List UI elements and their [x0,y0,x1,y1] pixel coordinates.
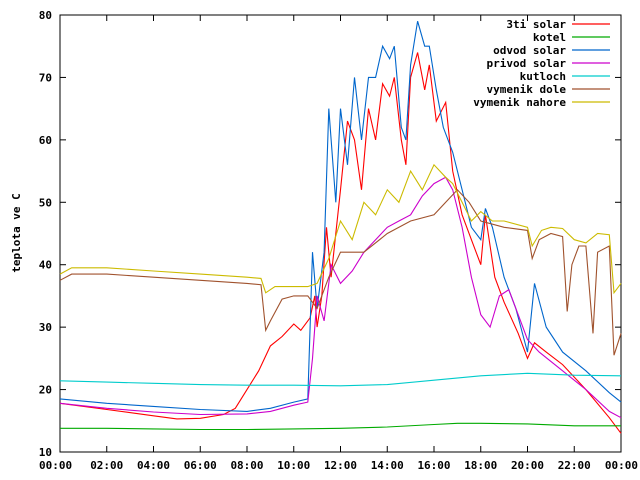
y-tick-label: 80 [39,9,52,22]
x-tick-label: 06:00 [184,459,217,472]
x-tick-label: 20:00 [511,459,544,472]
y-tick-label: 30 [39,321,52,334]
x-tick-label: 10:00 [277,459,310,472]
legend-label-3ti-solar: 3ti solar [506,18,566,31]
series-line-kotel [60,422,621,431]
y-tick-label: 60 [39,134,52,147]
x-tick-label: 04:00 [137,459,170,472]
legend-label-kotel: kotel [533,31,566,44]
series-line-vymenik-nahore [59,163,622,295]
y-tick-label: 20 [39,384,52,397]
legend-label-kutloch: kutloch [520,70,566,83]
legend-label-privod-solar: privod solar [487,57,567,70]
series-line-vymenik-dole [59,188,622,356]
x-tick-label: 12:00 [324,459,357,472]
y-tick-label: 10 [39,446,52,459]
series-line-kutloch [59,372,622,387]
x-tick-label: 22:00 [558,459,591,472]
legend-label-vymenik-nahore: vymenik nahore [473,96,566,109]
legend-label-odvod-solar: odvod solar [493,44,566,57]
y-ticks: 10 20 30 40 50 60 70 80 [39,9,621,459]
x-tick-label: 00:00 [39,459,72,472]
x-ticks: 00:00 02:00 04:00 06:00 08:00 10:00 12:00 14:00… [39,15,638,472]
x-tick-label: 16:00 [417,459,450,472]
y-axis-title: teplota ve C [10,193,23,272]
y-tick-label: 40 [39,259,52,272]
y-tick-label: 50 [39,196,52,209]
legend-label-vymenik-dole: vymenik dole [487,83,567,96]
x-tick-label: 14:00 [371,459,404,472]
y-tick-label: 70 [39,71,52,84]
x-tick-label: 02:00 [90,459,123,472]
x-tick-label: 00:00 [605,459,638,472]
x-tick-label: 18:00 [464,459,497,472]
series-lines [59,21,622,434]
x-tick-label: 08:00 [230,459,263,472]
series-line-3ti-solar [59,52,622,434]
series-line-privod-solar [59,176,622,419]
